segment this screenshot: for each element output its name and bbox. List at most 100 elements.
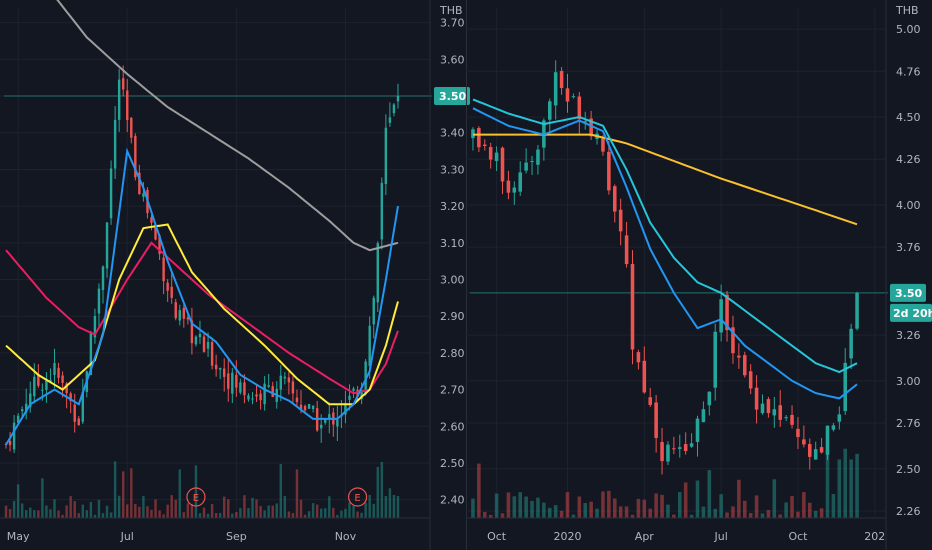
candle-body — [45, 378, 48, 390]
volume-bar — [158, 510, 161, 518]
left-volume-bars — [4, 461, 400, 518]
volume-bar — [77, 513, 80, 518]
candle-body — [299, 404, 303, 410]
candle-body — [737, 355, 741, 358]
candle-body — [518, 172, 522, 192]
candle-body — [388, 117, 392, 123]
volume-bar — [731, 506, 735, 518]
volume-bar — [348, 502, 351, 518]
volume-bar — [170, 495, 173, 518]
candle-body — [344, 403, 347, 415]
candle-body — [162, 257, 165, 282]
left-price-axis[interactable]: 3.70 3.60 3.50 3.40 3.30 3.20 3.10 3.00 2.90 2.80… — [434, 4, 470, 507]
volume-bar — [279, 464, 283, 518]
volume-bar — [109, 512, 113, 518]
volume-bar — [138, 506, 141, 518]
candle-body — [488, 147, 493, 160]
right-ema-lines — [472, 98, 858, 400]
volume-bar — [372, 503, 375, 518]
volume-bar — [819, 508, 824, 518]
right-price-axis[interactable]: 5.00 4.76 4.50 4.26 4.00 3.76 3.50 3.26 3.00 2.76… — [890, 4, 932, 518]
y-tick-label: 3.40 — [440, 127, 465, 140]
panel-divider[interactable] — [466, 0, 467, 550]
candle-body — [778, 405, 782, 420]
candle-body — [37, 374, 40, 386]
candle-body — [271, 386, 274, 398]
candle-body — [109, 168, 113, 219]
volume-bar — [471, 498, 475, 518]
candle-body — [654, 402, 658, 438]
candle-body — [150, 217, 153, 223]
volume-bar — [303, 514, 307, 518]
volume-bar — [672, 514, 676, 518]
volume-bar — [660, 494, 664, 518]
candle-body — [251, 398, 254, 400]
volume-bar — [41, 478, 44, 518]
candle-body — [849, 328, 853, 359]
candle-body — [206, 341, 210, 349]
candle-body — [126, 90, 129, 121]
volume-bar — [12, 500, 16, 518]
volume-bar — [678, 492, 682, 518]
y-tick-label: 4.76 — [896, 65, 921, 78]
volume-bar — [364, 502, 367, 518]
volume-bar — [65, 505, 68, 518]
earnings-marker-label: E — [354, 493, 360, 504]
volume-bar — [500, 513, 505, 518]
candle-body — [678, 447, 682, 449]
volume-bar — [182, 512, 186, 518]
y-tick-label: 3.60 — [440, 53, 465, 66]
y-tick-label: 4.26 — [896, 153, 921, 166]
candle-body — [174, 302, 177, 319]
earnings-marker-circle[interactable] — [347, 487, 368, 507]
volume-bar — [642, 499, 647, 518]
candle-body — [29, 393, 32, 408]
x-tick-label: Jul — [713, 530, 727, 543]
candle-body — [683, 444, 688, 452]
candle-body — [813, 449, 818, 460]
candle-body — [819, 447, 824, 453]
volume-bar — [855, 453, 859, 518]
x-tick-label: Nov — [335, 530, 357, 543]
candle-body — [701, 409, 706, 423]
volume-bar — [352, 505, 355, 518]
volume-bar — [16, 484, 20, 518]
candle-body — [500, 147, 505, 182]
candle-body — [33, 376, 36, 397]
volume-bar — [311, 503, 315, 518]
y-tick-label: 2.90 — [440, 310, 465, 323]
candle-body — [766, 399, 771, 414]
volume-bar — [287, 511, 291, 518]
candle-body — [231, 372, 234, 394]
y-tick-label: 2.26 — [896, 505, 921, 518]
candle-body — [227, 373, 230, 389]
volume-bar — [324, 508, 327, 518]
y-tick-label: 4.00 — [896, 199, 921, 212]
y-tick-label: 3.70 — [440, 17, 465, 30]
candle-body — [784, 417, 788, 419]
candle-body — [372, 297, 375, 325]
candle-body — [642, 360, 647, 393]
volume-bar — [754, 495, 759, 518]
volume-bar — [69, 496, 72, 518]
volume-bar — [29, 507, 32, 518]
volume-bar — [218, 512, 222, 518]
volume-bar — [8, 509, 12, 518]
volume-bar — [319, 508, 323, 518]
volume-bar — [53, 499, 56, 518]
volume-bar — [85, 510, 89, 518]
volume-bar — [101, 513, 105, 518]
candle-body — [790, 414, 794, 425]
candle-body — [25, 403, 28, 413]
volume-bar — [542, 502, 546, 518]
earnings-marker-circle[interactable] — [186, 487, 206, 507]
volume-bar — [150, 509, 153, 518]
ema-line — [56, 0, 399, 252]
volume-bar — [524, 496, 528, 518]
candle-body — [49, 379, 52, 382]
volume-bar — [340, 510, 343, 518]
y-tick-label: 3.30 — [440, 163, 465, 176]
candle-body — [170, 286, 173, 298]
